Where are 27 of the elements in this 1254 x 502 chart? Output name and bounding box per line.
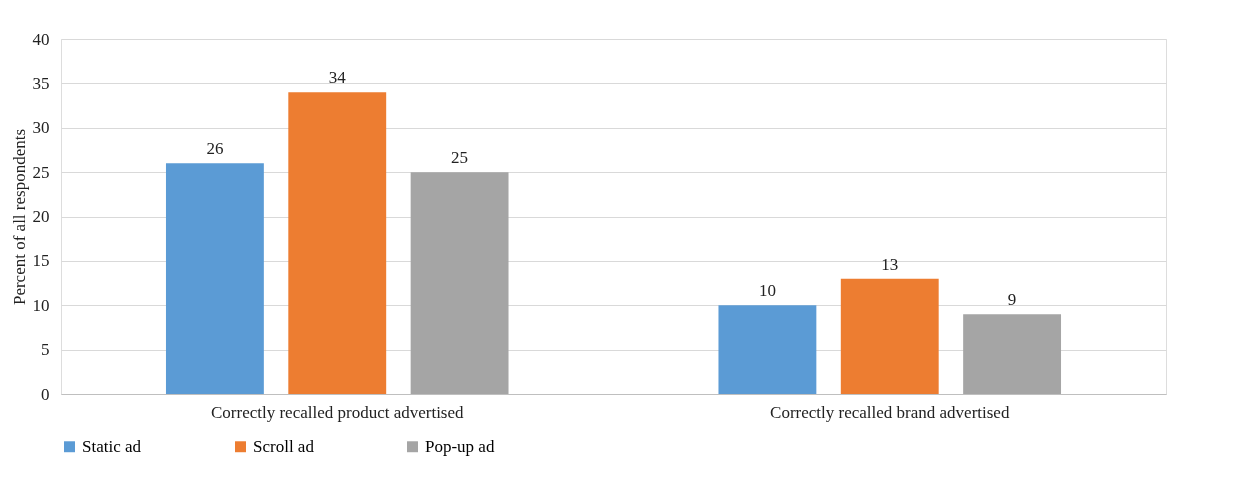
- legend-label: Pop-up ad: [425, 436, 495, 456]
- y-tick-label: 40: [32, 29, 50, 49]
- legend-label: Static ad: [82, 436, 142, 456]
- data-label: 9: [1007, 290, 1017, 310]
- y-tick-label: 20: [32, 207, 50, 226]
- bar: [288, 92, 387, 394]
- data-label: 26: [206, 139, 224, 159]
- data-label: 25: [451, 148, 469, 168]
- y-tick-label: 5: [41, 340, 50, 360]
- data-label: 34: [328, 68, 347, 88]
- y-tick-label: 25: [32, 162, 50, 182]
- y-tick-label: 30: [32, 118, 50, 138]
- bar: [718, 305, 817, 394]
- bar: [410, 172, 509, 394]
- data-label: 13: [881, 254, 899, 274]
- y-tick-label: 10: [32, 295, 50, 315]
- bar: [165, 163, 264, 394]
- y-tick-label: 0: [41, 384, 50, 404]
- legend-label: Scroll ad: [253, 436, 315, 456]
- x-tick-label: Correctly recalled product advertised: [210, 402, 465, 422]
- bar: [963, 314, 1062, 394]
- x-tick-label: Correctly recalled brand advertised: [770, 402, 1010, 422]
- bar: [840, 278, 939, 394]
- y-tick-label: 15: [32, 251, 50, 271]
- y-axis-title: Percent of all respondents: [9, 128, 29, 306]
- y-tick-label: 35: [32, 73, 50, 93]
- data-label: 10: [758, 281, 776, 301]
